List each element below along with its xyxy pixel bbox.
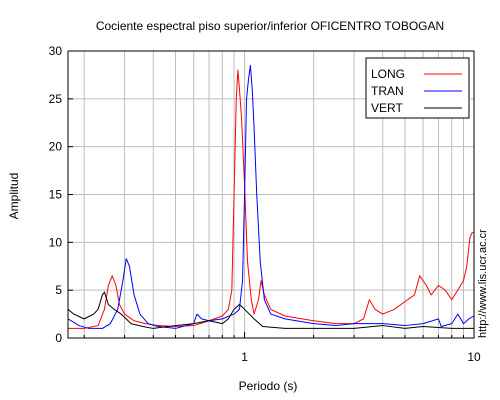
- ticks: 0 5 10 15 20 25 30 1 10: [49, 44, 481, 364]
- y-tick-label: 0: [55, 331, 62, 345]
- series-line-vert: [67, 291, 474, 329]
- series-line-tran: [67, 64, 475, 329]
- y-axis-label: Amplitud: [7, 173, 21, 220]
- y-tick-label: 30: [49, 44, 63, 58]
- series-line-long: [68, 69, 474, 329]
- legend: LONG TRAN VERT: [365, 57, 470, 119]
- legend-label-tran: TRAN: [371, 84, 404, 98]
- y-tick-label: 25: [49, 92, 63, 106]
- x-axis-label: Periodo (s): [239, 379, 298, 393]
- legend-label-long: LONG: [371, 67, 405, 81]
- series-group: [67, 64, 475, 329]
- y-tick-label: 15: [49, 188, 63, 202]
- x-tick-label: 1: [241, 350, 248, 364]
- side-annotation: http://www.lis.ucr.ac.cr: [477, 229, 489, 338]
- y-tick-label: 10: [49, 235, 63, 249]
- legend-label-vert: VERT: [371, 101, 403, 115]
- y-tick-label: 5: [55, 283, 62, 297]
- x-tick-label: 10: [467, 350, 481, 364]
- chart-title: Cociente espectral piso superior/inferio…: [96, 19, 444, 33]
- y-tick-label: 20: [49, 140, 63, 154]
